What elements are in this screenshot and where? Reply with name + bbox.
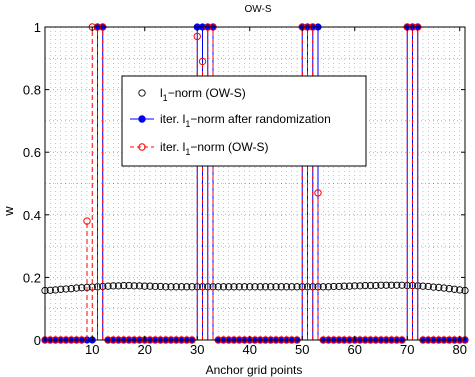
- chart-title: OW-S: [244, 4, 271, 15]
- point-l1-norm: [429, 283, 438, 291]
- point-l1-norm: [67, 285, 75, 293]
- x-tick-label: 30: [190, 342, 204, 357]
- point-l1-norm: [104, 282, 112, 290]
- point-l1-norm: [130, 282, 138, 290]
- legend-symbol-iter-randomization: [138, 115, 146, 123]
- y-tick-label: 0: [34, 333, 41, 348]
- y-tick-label: 0.4: [23, 208, 41, 223]
- point-l1-norm: [51, 286, 60, 294]
- point-l1-norm: [393, 281, 401, 289]
- point-l1-norm: [282, 283, 291, 291]
- point-l1-norm: [167, 283, 175, 291]
- point-l1-norm: [267, 283, 275, 291]
- x-tick-label: 10: [85, 342, 99, 357]
- point-l1-norm: [251, 283, 259, 291]
- point-l1-norm: [120, 281, 128, 290]
- point-l1-norm: [246, 283, 254, 291]
- point-l1-norm: [46, 286, 54, 294]
- x-tick-label: 60: [348, 342, 362, 357]
- legend: l1−norm (OW-S) iter. l1−norm after random…: [121, 75, 367, 167]
- point-l1-norm: [345, 282, 354, 290]
- point-l1-norm: [57, 285, 65, 293]
- point-l1-norm: [240, 283, 249, 291]
- point-l1-norm: [377, 281, 385, 289]
- point-l1-norm: [456, 286, 464, 294]
- y-axis-label: w: [1, 206, 16, 217]
- legend-label: iter. l1−norm after randomization: [160, 112, 331, 129]
- point-l1-norm: [183, 283, 191, 291]
- point-l1-norm: [135, 282, 144, 290]
- y-tick-label: 0.2: [23, 270, 41, 285]
- point-l1-norm: [141, 282, 149, 290]
- legend-box: [121, 75, 367, 167]
- legend-symbol-l1-norm: [138, 89, 146, 97]
- point-l1-norm: [125, 281, 133, 290]
- point-l1-norm: [356, 282, 364, 290]
- point-l1-norm: [435, 283, 443, 292]
- point-l1-norm: [177, 283, 186, 291]
- x-tick-label: 40: [243, 342, 257, 357]
- x-tick-label: 50: [295, 342, 309, 357]
- point-l1-norm: [225, 283, 233, 291]
- x-tick-label: 80: [453, 342, 467, 357]
- point-l1-norm: [235, 283, 243, 291]
- legend-symbol-iter-ows: [138, 143, 146, 151]
- grid: [45, 26, 465, 340]
- point-l1-norm: [340, 282, 348, 290]
- point-l1-norm: [324, 283, 333, 291]
- x-tick-label: 70: [400, 342, 414, 357]
- point-l1-norm: [445, 285, 453, 293]
- point-iter-ows: [314, 189, 322, 197]
- point-l1-norm: [335, 282, 343, 291]
- point-l1-norm: [387, 281, 396, 289]
- y-tick-label: 0.6: [23, 145, 41, 160]
- point-l1-norm: [450, 285, 459, 293]
- point-l1-norm: [372, 281, 380, 290]
- point-l1-norm: [214, 283, 222, 291]
- legend-label: l1−norm (OW-S): [160, 86, 246, 103]
- point-l1-norm: [62, 285, 70, 293]
- y-tick-label: 0.8: [23, 83, 41, 98]
- point-iter-ows: [83, 217, 91, 225]
- point-l1-norm: [440, 284, 448, 292]
- point-l1-norm: [78, 284, 86, 292]
- point-l1-norm: [382, 281, 390, 289]
- axes-box: [44, 26, 466, 341]
- point-l1-norm: [424, 282, 432, 291]
- y-tick-label: 1: [34, 20, 41, 35]
- point-l1-norm: [151, 282, 159, 291]
- point-l1-norm: [114, 282, 123, 290]
- point-l1-norm: [188, 283, 196, 291]
- point-l1-norm: [162, 283, 170, 291]
- point-l1-norm: [172, 283, 180, 291]
- legend-label: iter. l1−norm (OW-S): [160, 140, 268, 157]
- point-l1-norm: [330, 282, 338, 291]
- point-l1-norm: [277, 283, 285, 291]
- point-l1-norm: [156, 282, 165, 291]
- point-l1-norm: [72, 284, 81, 292]
- point-l1-norm: [361, 281, 369, 290]
- point-l1-norm: [319, 283, 327, 291]
- point-l1-norm: [261, 283, 270, 291]
- point-l1-norm: [419, 282, 427, 290]
- point-l1-norm: [293, 283, 301, 291]
- x-axis-label: Anchor grid points: [206, 363, 303, 377]
- axis-ticks: 10 20 30 40 50 60 70 80 0 0.2 0.4 0.6 0.8 1: [23, 20, 467, 357]
- point-l1-norm: [288, 283, 296, 291]
- point-l1-norm: [109, 282, 117, 290]
- point-l1-norm: [230, 283, 238, 291]
- point-l1-norm: [351, 282, 359, 290]
- point-l1-norm: [398, 281, 406, 289]
- x-tick-label: 20: [138, 342, 152, 357]
- point-l1-norm: [146, 282, 154, 290]
- point-l1-norm: [256, 283, 264, 291]
- point-l1-norm: [366, 281, 375, 290]
- point-l1-norm: [219, 283, 228, 291]
- point-l1-norm: [272, 283, 280, 291]
- point-iter-ows: [198, 57, 207, 66]
- point-iter-ows: [193, 32, 201, 41]
